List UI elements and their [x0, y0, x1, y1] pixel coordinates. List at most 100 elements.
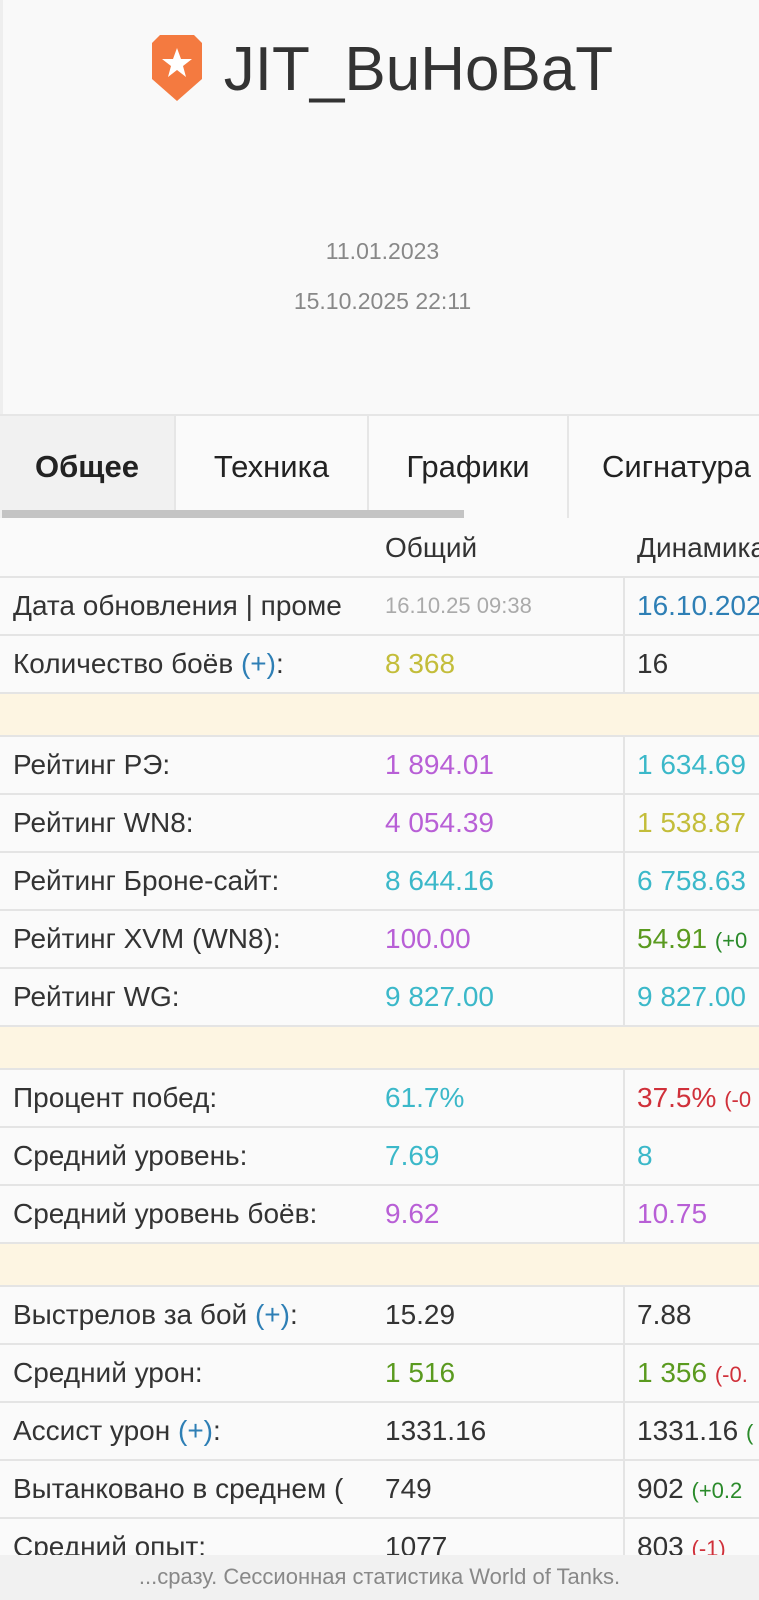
total-value: 4 054.39	[385, 807, 494, 838]
details-link[interactable]: (+)	[254, 1299, 290, 1330]
clan-shield-star-icon	[151, 34, 202, 101]
table-row: Ассист урон (+): 1331.16 1331.16 (	[0, 1403, 759, 1461]
total-value: 9.62	[385, 1198, 440, 1229]
dynamics-cell: 1331.16 (	[625, 1415, 753, 1447]
total-cell: 7.69	[372, 1128, 625, 1184]
total-cell: 1 894.01	[372, 737, 625, 793]
total-cell: 16.10.25 09:38	[372, 578, 625, 634]
row-label: Выстрелов за бой (+):	[13, 1299, 298, 1330]
dynamics-value: 10.75	[637, 1198, 708, 1229]
dynamics-value: 1 356	[637, 1357, 708, 1388]
dynamics-cell: 10.75	[625, 1198, 707, 1230]
dynamics-cell: 1 538.87	[625, 807, 746, 839]
table-row: Рейтинг Броне-сайт: 8 644.16 6 758.63	[0, 853, 759, 911]
dynamics-value: 16.10.202	[637, 590, 759, 621]
total-cell: 100.00	[372, 911, 625, 967]
footer-text: ...сразу. Сессионная статистика World of…	[0, 1555, 759, 1600]
dynamics-delta: (-0.	[714, 1362, 748, 1387]
section-separator	[0, 694, 759, 737]
row-label: Дата обновления | проме	[13, 590, 342, 621]
table-header: Общий Динамика	[0, 520, 759, 578]
total-value: 7.69	[385, 1140, 440, 1171]
dynamics-cell: 1 356 (-0.	[625, 1357, 748, 1389]
total-cell: 61.7%	[372, 1070, 625, 1126]
table-row: Рейтинг WG: 9 827.00 9 827.00	[0, 969, 759, 1027]
column-header-total: Общий	[385, 532, 478, 563]
tab-signature[interactable]: Сигнатура	[569, 416, 759, 518]
tab-charts[interactable]: Графики	[369, 416, 569, 518]
dynamics-value: 54.91	[637, 923, 708, 954]
details-link[interactable]: (+)	[240, 648, 276, 679]
row-label: Средний уровень боёв:	[13, 1198, 318, 1229]
table-row: Вытанковано в среднем (749 902 (+0.2	[0, 1461, 759, 1519]
dynamics-value: 16	[637, 648, 669, 679]
total-value: 61.7%	[385, 1082, 465, 1113]
dynamics-cell: 7.88	[625, 1299, 692, 1331]
dynamics-value: 9 827.00	[637, 981, 746, 1012]
total-cell: 15.29	[372, 1287, 625, 1343]
registration-date: 11.01.2023	[325, 238, 440, 264]
tab-bar: Общее Техника Графики Сигнатура	[0, 414, 759, 520]
stats-table: Общий Динамика Дата обновления | проме 16…	[0, 520, 759, 1577]
total-value: 1331.16	[385, 1415, 487, 1446]
dynamics-delta: (	[746, 1420, 754, 1445]
total-cell: 9 827.00	[372, 969, 625, 1025]
table-row: Средний урон: 1 516 1 356 (-0.	[0, 1345, 759, 1403]
table-row: Средний уровень боёв: 9.62 10.75	[0, 1186, 759, 1244]
dynamics-delta: (+0	[714, 928, 748, 953]
section-separator	[0, 1027, 759, 1070]
total-cell: 9.62	[372, 1186, 625, 1242]
table-row: Средний уровень: 7.69 8	[0, 1128, 759, 1186]
dynamics-value: 1 538.87	[637, 807, 746, 838]
dynamics-value: 1 634.69	[637, 749, 746, 780]
row-label: Количество боёв (+):	[13, 648, 284, 679]
dynamics-delta: (-0	[724, 1087, 752, 1112]
dynamics-cell: 1 634.69	[625, 749, 746, 781]
table-row: Процент побед: 61.7% 37.5% (-0	[0, 1070, 759, 1128]
row-label: Процент побед:	[13, 1082, 218, 1113]
details-link[interactable]: (+)	[178, 1415, 213, 1446]
total-value: 100.00	[385, 923, 471, 954]
table-row: Рейтинг XVM (WN8): 100.00 54.91 (+0	[0, 911, 759, 969]
dynamics-value: 37.5%	[637, 1082, 717, 1113]
total-value: 15.29	[385, 1299, 456, 1330]
table-row: Рейтинг РЭ: 1 894.01 1 634.69	[0, 737, 759, 795]
tab-vehicles[interactable]: Техника	[176, 416, 369, 518]
total-value: 8 644.16	[385, 865, 494, 896]
profile-header: JIT_BuHoBaT 11.01.2023 15.10.2025 22:11	[0, 0, 759, 414]
dynamics-value: 6 758.63	[637, 865, 746, 896]
dynamics-cell: 54.91 (+0	[625, 923, 747, 955]
total-cell: 1331.16	[372, 1403, 625, 1459]
last-battle-date: 15.10.2025 22:11	[293, 288, 472, 314]
dynamics-value: 902	[637, 1473, 684, 1504]
table-row: Выстрелов за бой (+): 15.29 7.88	[0, 1287, 759, 1345]
total-value: 16.10.25 09:38	[385, 593, 532, 618]
total-value: 8 368	[385, 648, 456, 679]
dynamics-value: 7.88	[637, 1299, 692, 1330]
total-cell: 749	[372, 1461, 625, 1517]
total-cell: 4 054.39	[372, 795, 625, 851]
dynamics-cell: 8	[625, 1140, 653, 1172]
row-label: Рейтинг WN8:	[13, 807, 194, 838]
row-label: Рейтинг XVM (WN8):	[13, 923, 281, 954]
total-cell: 1 516	[372, 1345, 625, 1401]
tab-general[interactable]: Общее	[0, 416, 176, 518]
row-label: Рейтинг РЭ:	[13, 749, 171, 780]
table-row: Рейтинг WN8: 4 054.39 1 538.87	[0, 795, 759, 853]
dynamics-delta: (+0.2	[691, 1478, 743, 1503]
dynamics-cell: 16.10.202	[625, 590, 759, 622]
column-header-dynamics: Динамика	[637, 532, 759, 563]
section-separator	[0, 1244, 759, 1287]
row-label: Рейтинг Броне-сайт:	[13, 865, 280, 896]
table-row: Количество боёв (+): 8 368 16	[0, 636, 759, 694]
row-label: Средний уровень:	[13, 1140, 248, 1171]
dynamics-cell: 9 827.00	[625, 981, 746, 1013]
dynamics-value: 8	[637, 1140, 653, 1171]
player-title: JIT_BuHoBaT	[3, 34, 759, 107]
total-value: 749	[385, 1473, 432, 1504]
row-label: Средний урон:	[13, 1357, 203, 1388]
tabs-scrollbar[interactable]	[2, 510, 464, 518]
player-name: JIT_BuHoBaT	[223, 35, 614, 104]
total-cell: 8 644.16	[372, 853, 625, 909]
dynamics-cell: 6 758.63	[625, 865, 746, 897]
